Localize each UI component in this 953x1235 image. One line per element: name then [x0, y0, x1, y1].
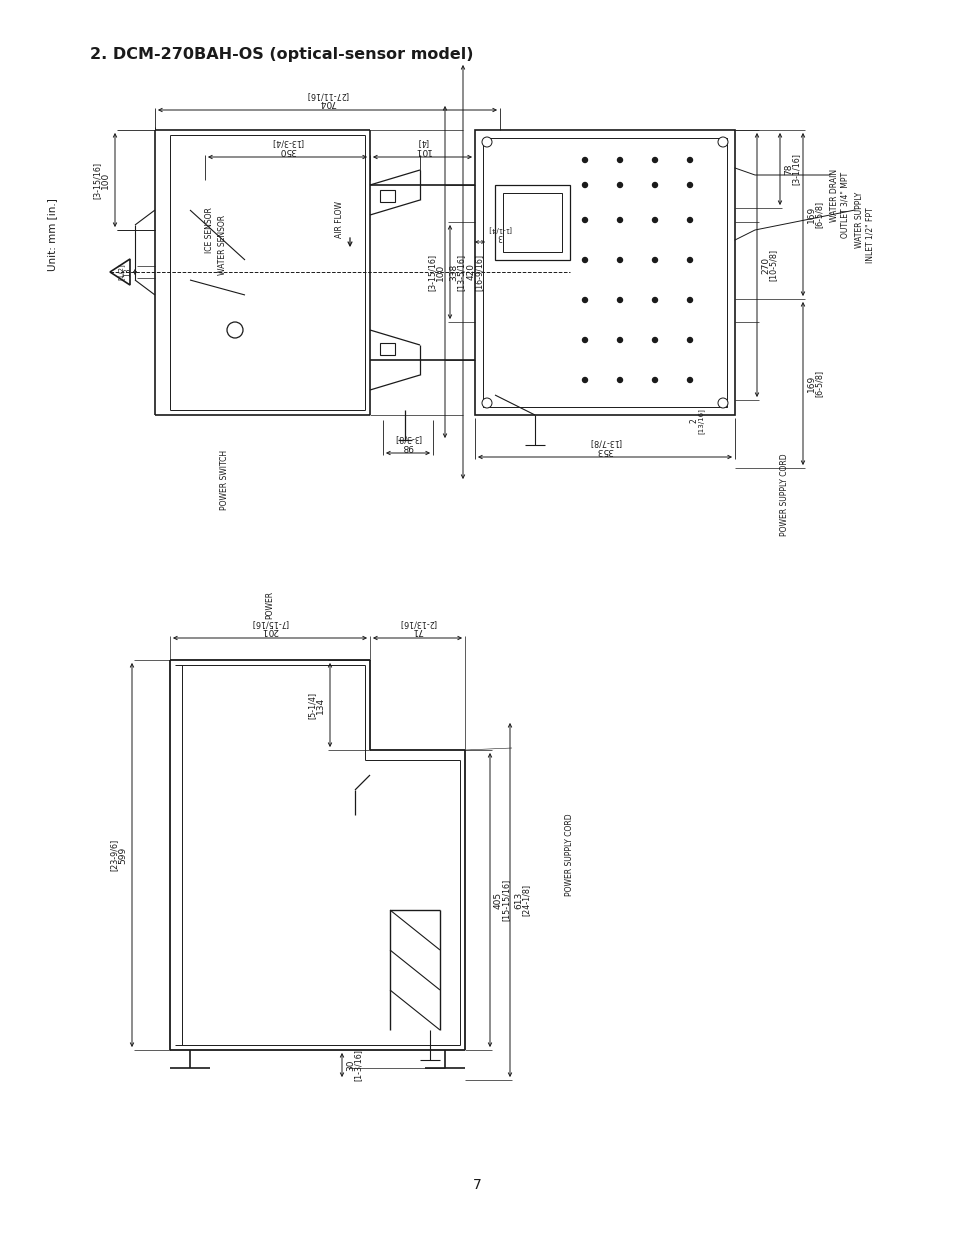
Text: POWER: POWER: [265, 590, 274, 619]
Text: 169: 169: [806, 206, 815, 224]
Bar: [379, 343, 395, 354]
Text: 350: 350: [278, 146, 295, 154]
Text: [7-15/16]: [7-15/16]: [251, 619, 289, 627]
Text: [6-5/8]: [6-5/8]: [814, 370, 823, 398]
Text: [3-3/8]: [3-3/8]: [395, 433, 421, 442]
Circle shape: [227, 322, 243, 338]
Text: WATER DRAIN: WATER DRAIN: [830, 168, 839, 221]
Circle shape: [687, 258, 692, 263]
Circle shape: [481, 137, 492, 147]
Text: 353: 353: [596, 446, 613, 454]
Text: [6-5/8]: [6-5/8]: [814, 201, 823, 228]
Circle shape: [652, 217, 657, 222]
Text: 704: 704: [318, 99, 335, 107]
Text: 7: 7: [472, 1178, 481, 1192]
Text: Unit: mm [in.]: Unit: mm [in.]: [47, 199, 57, 272]
Text: [16-9/16]: [16-9/16]: [475, 253, 483, 290]
Circle shape: [582, 298, 587, 303]
Bar: [482, 138, 726, 408]
Text: POWER SWITCH: POWER SWITCH: [220, 450, 230, 510]
Text: [27-11/16]: [27-11/16]: [306, 90, 348, 100]
Text: [13/16]: [13/16]: [698, 408, 704, 433]
Text: [13-5/16]: [13-5/16]: [456, 253, 465, 290]
Text: [5-1/4]: [5-1/4]: [308, 692, 316, 719]
Bar: [475, 130, 734, 415]
Circle shape: [582, 378, 587, 383]
Text: 3: 3: [497, 232, 502, 242]
Circle shape: [617, 217, 622, 222]
Text: [10-5/8]: [10-5/8]: [768, 249, 778, 282]
Text: [2-13/16]: [2-13/16]: [398, 619, 436, 627]
Text: 201: 201: [261, 626, 278, 636]
Text: [3-15/16]: [3-15/16]: [92, 162, 102, 199]
Text: 169: 169: [806, 375, 815, 393]
Text: 2: 2: [689, 419, 699, 424]
Text: 13: 13: [123, 267, 132, 277]
Text: [13-3/4]: [13-3/4]: [272, 137, 303, 147]
Text: WATER SENSOR: WATER SENSOR: [218, 215, 227, 275]
Text: ICE SENSOR: ICE SENSOR: [205, 207, 214, 253]
Text: 30: 30: [346, 1060, 355, 1071]
Circle shape: [687, 158, 692, 163]
Text: [3-15/16]: [3-15/16]: [428, 253, 436, 290]
Bar: [379, 190, 395, 203]
Text: 71: 71: [412, 626, 423, 636]
Text: 613: 613: [514, 892, 522, 909]
Circle shape: [718, 398, 727, 408]
Circle shape: [617, 298, 622, 303]
Bar: [495, 185, 569, 261]
Text: 101: 101: [414, 146, 431, 154]
Bar: [502, 193, 561, 252]
Circle shape: [652, 158, 657, 163]
Text: 338: 338: [449, 263, 457, 280]
Circle shape: [582, 158, 587, 163]
Text: [13-7/8]: [13-7/8]: [588, 437, 620, 447]
Circle shape: [582, 217, 587, 222]
Circle shape: [687, 217, 692, 222]
Circle shape: [687, 337, 692, 342]
Text: WATER SUPPLY: WATER SUPPLY: [855, 191, 863, 248]
Text: 599: 599: [118, 846, 127, 863]
Text: POWER SUPPLY CORD: POWER SUPPLY CORD: [565, 814, 574, 897]
Circle shape: [617, 183, 622, 188]
Circle shape: [481, 398, 492, 408]
Text: [1-1/4]: [1-1/4]: [488, 226, 512, 232]
Text: 420: 420: [467, 263, 476, 280]
Text: [1-3/16]: [1-3/16]: [354, 1049, 363, 1081]
Circle shape: [687, 378, 692, 383]
Text: OUTLET 3/4" MPT: OUTLET 3/4" MPT: [840, 172, 848, 238]
Text: 270: 270: [760, 257, 769, 274]
Circle shape: [617, 337, 622, 342]
Text: [1/2]: [1/2]: [117, 263, 124, 280]
Text: [23-9/6]: [23-9/6]: [110, 839, 119, 871]
Text: 98: 98: [402, 441, 414, 451]
Circle shape: [652, 183, 657, 188]
Text: [24-1/8]: [24-1/8]: [521, 884, 531, 916]
Text: 2. DCM-270BAH-OS (optical-sensor model): 2. DCM-270BAH-OS (optical-sensor model): [90, 47, 473, 63]
Circle shape: [582, 258, 587, 263]
Text: 100: 100: [436, 263, 444, 280]
Text: 405: 405: [494, 892, 502, 909]
Text: [15-15/16]: [15-15/16]: [501, 879, 511, 921]
Text: [3-1/16]: [3-1/16]: [791, 153, 801, 185]
Circle shape: [718, 137, 727, 147]
Text: 78: 78: [783, 163, 792, 174]
Circle shape: [687, 298, 692, 303]
Text: AIR FLOW: AIR FLOW: [335, 201, 344, 238]
Circle shape: [582, 337, 587, 342]
Circle shape: [652, 378, 657, 383]
Text: 100: 100: [101, 172, 110, 189]
Circle shape: [617, 158, 622, 163]
Text: INLET 1/2" FPT: INLET 1/2" FPT: [864, 207, 874, 263]
Circle shape: [617, 258, 622, 263]
Circle shape: [582, 183, 587, 188]
Circle shape: [617, 378, 622, 383]
Text: [4]: [4]: [416, 137, 428, 147]
Text: POWER SUPPLY CORD: POWER SUPPLY CORD: [780, 453, 789, 536]
Circle shape: [652, 258, 657, 263]
Circle shape: [652, 337, 657, 342]
Text: 134: 134: [315, 697, 325, 714]
Circle shape: [652, 298, 657, 303]
Circle shape: [687, 183, 692, 188]
